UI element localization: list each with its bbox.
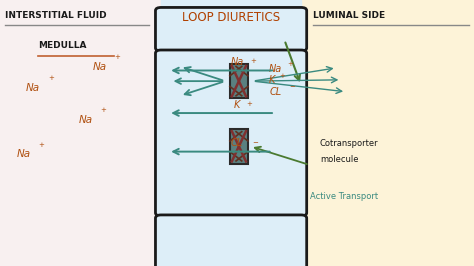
Text: Active Transport: Active Transport	[310, 192, 379, 201]
Text: +: +	[280, 73, 285, 79]
Text: −: −	[252, 139, 258, 146]
Bar	[301, 0, 474, 266]
FancyBboxPatch shape	[155, 50, 307, 216]
Text: CL: CL	[269, 87, 282, 97]
Text: +: +	[246, 101, 252, 107]
Text: +: +	[287, 61, 293, 67]
Bar	[230, 129, 248, 164]
Bar	[161, 0, 301, 266]
Text: CL: CL	[231, 138, 243, 148]
Text: +: +	[100, 107, 106, 113]
Text: +: +	[48, 76, 54, 81]
Text: Na: Na	[269, 64, 283, 74]
FancyBboxPatch shape	[155, 215, 307, 266]
Text: +: +	[115, 54, 120, 60]
Text: +: +	[251, 58, 256, 64]
Text: −: −	[289, 84, 295, 90]
Text: MEDULLA: MEDULLA	[38, 41, 86, 50]
Bar	[0, 0, 161, 266]
Text: INTERSTITIAL FLUID: INTERSTITIAL FLUID	[5, 11, 106, 20]
Text: +: +	[39, 142, 45, 148]
Text: Na: Na	[17, 149, 31, 159]
Text: LOOP DIURETICS: LOOP DIURETICS	[182, 11, 280, 24]
Text: Na: Na	[92, 61, 107, 72]
Text: LUMINAL SIDE: LUMINAL SIDE	[313, 11, 385, 20]
Text: Na: Na	[26, 83, 40, 93]
Text: K: K	[269, 76, 275, 85]
Text: Na: Na	[78, 115, 92, 125]
Text: Na: Na	[230, 57, 244, 67]
Text: K: K	[234, 99, 240, 110]
Bar	[230, 64, 248, 98]
Text: Cotransporter: Cotransporter	[320, 139, 379, 148]
Text: molecule: molecule	[320, 155, 358, 164]
FancyBboxPatch shape	[155, 7, 307, 51]
